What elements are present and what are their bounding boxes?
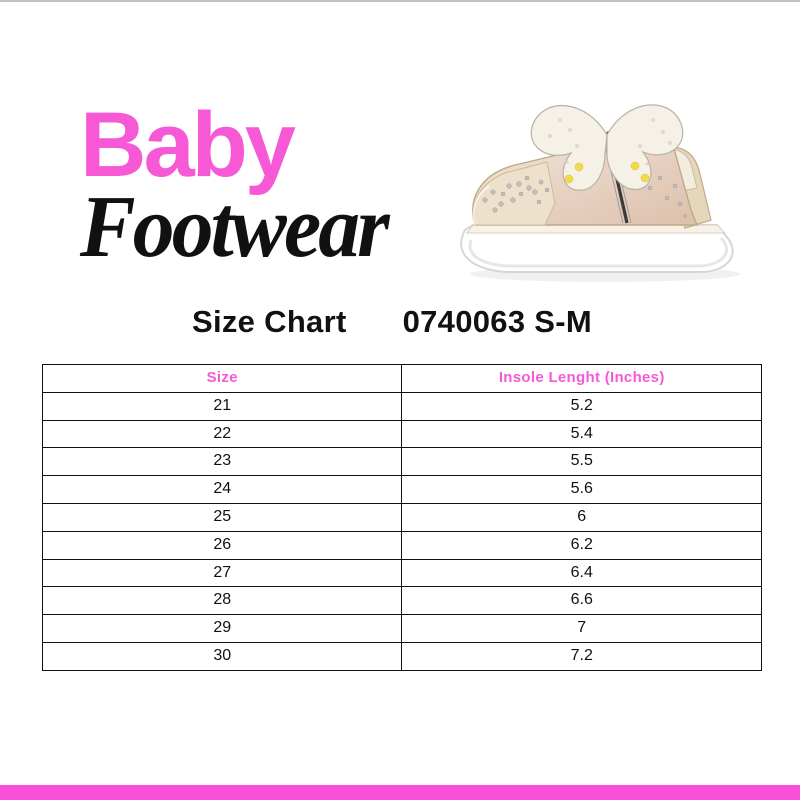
svg-text:Footwear: Footwear [79,178,391,268]
